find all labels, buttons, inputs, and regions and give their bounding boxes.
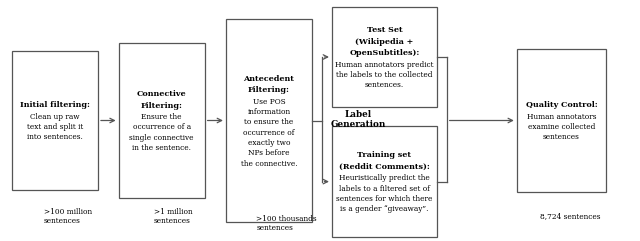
Text: Human annotators: Human annotators — [527, 113, 596, 120]
Text: Heuristically predict the: Heuristically predict the — [339, 174, 430, 182]
Text: Label
Generation: Label Generation — [331, 110, 386, 129]
Text: Test Set: Test Set — [367, 26, 403, 34]
FancyBboxPatch shape — [332, 7, 437, 107]
FancyBboxPatch shape — [12, 51, 98, 190]
Text: 8,724 sentences: 8,724 sentences — [540, 212, 601, 220]
FancyBboxPatch shape — [332, 127, 437, 237]
Text: Training set: Training set — [358, 151, 412, 159]
Text: sentences.: sentences. — [365, 81, 404, 89]
Text: >100 thousands
sentences: >100 thousands sentences — [256, 215, 317, 232]
Text: Connective: Connective — [137, 90, 186, 98]
FancyBboxPatch shape — [516, 49, 606, 192]
Text: the connective.: the connective. — [241, 160, 297, 167]
Text: text and split it: text and split it — [27, 123, 83, 131]
FancyBboxPatch shape — [226, 19, 312, 222]
Text: into sentences.: into sentences. — [27, 133, 83, 141]
Text: sentences: sentences — [543, 133, 580, 141]
Text: examine collected: examine collected — [528, 123, 595, 131]
Text: single connective: single connective — [129, 134, 194, 142]
Text: Initial filtering:: Initial filtering: — [20, 101, 90, 109]
Text: Clean up raw: Clean up raw — [30, 113, 80, 120]
FancyBboxPatch shape — [118, 43, 205, 198]
Text: Antecedent: Antecedent — [243, 75, 294, 83]
Text: (Wikipedia +: (Wikipedia + — [355, 38, 413, 46]
Text: information: information — [247, 108, 291, 116]
Text: Quality Control:: Quality Control: — [525, 101, 597, 109]
Text: Ensure the: Ensure the — [141, 113, 182, 121]
Text: OpenSubtitles):: OpenSubtitles): — [349, 49, 420, 57]
Text: Human annotators predict: Human annotators predict — [335, 60, 434, 68]
Text: labels to a filtered set of: labels to a filtered set of — [339, 185, 430, 193]
Text: Filtering:: Filtering: — [141, 102, 182, 110]
Text: Filtering:: Filtering: — [248, 86, 290, 94]
Text: >1 million
sentences: >1 million sentences — [154, 208, 193, 225]
Text: in the sentence.: in the sentence. — [132, 144, 191, 152]
Text: to ensure the: to ensure the — [244, 118, 294, 126]
Text: occurrence of: occurrence of — [243, 129, 294, 137]
Text: NPs before: NPs before — [248, 149, 290, 157]
Text: Use POS: Use POS — [253, 98, 285, 106]
Text: the labels to the collected: the labels to the collected — [336, 71, 433, 79]
Text: (Reddit Comments):: (Reddit Comments): — [339, 163, 430, 171]
Text: exactly two: exactly two — [248, 139, 290, 147]
Text: >100 million
sentences: >100 million sentences — [44, 208, 92, 225]
Text: occurrence of a: occurrence of a — [132, 123, 191, 131]
Text: is a gender “giveaway”.: is a gender “giveaway”. — [340, 205, 429, 213]
Text: sentences for which there: sentences for which there — [336, 195, 433, 203]
